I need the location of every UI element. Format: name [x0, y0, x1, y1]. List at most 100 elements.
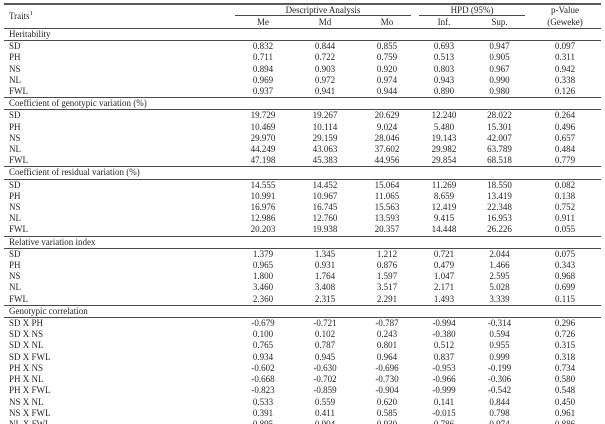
table-row: PH X NL -0.668 -0.702 -0.730 -0.966 -0.306 0.5…	[4, 374, 601, 385]
cell-value: 0.512	[433, 340, 455, 351]
cell-value: 2.044	[489, 248, 510, 259]
cell-value: 2.291	[376, 293, 398, 304]
cell-value: 0.734	[554, 362, 576, 373]
cell-value: 0.102	[314, 329, 336, 340]
cell-value: 0.075	[554, 248, 576, 259]
cell-value: 29.982	[431, 144, 457, 155]
section-title: Coefficient of genotypic variation (%)	[4, 97, 601, 111]
cell-value: 2.171	[433, 282, 455, 293]
cell-value: 3.408	[314, 282, 336, 293]
cell-value: 22.348	[487, 202, 512, 213]
subheader-md: Md	[294, 16, 356, 29]
cell-value: -0.702	[313, 374, 337, 385]
trait-label: SD X NS	[9, 329, 44, 340]
table-row: SD X NL 0.765 0.787 0.801 0.512 0.955 0.315	[4, 340, 601, 351]
cell-value: 0.693	[433, 41, 455, 52]
cell-value: 0.876	[376, 260, 398, 271]
cell-value: 28.046	[374, 132, 400, 143]
trait-label: SD X NL	[9, 340, 44, 351]
cell-value: 0.141	[433, 396, 455, 407]
cell-value: 0.798	[489, 407, 510, 418]
table-row: SD X FWL 0.934 0.945 0.964 0.837 0.999 0.318	[4, 352, 601, 363]
cell-value: 29.970	[250, 132, 276, 143]
cell-value: 0.895	[252, 418, 274, 424]
trait-label: NL	[9, 213, 21, 224]
cell-value: 0.318	[554, 351, 576, 362]
table-row: SD 19.729 19.267 20.629 12.240 28.022 0.264	[4, 110, 601, 122]
cell-value: 19.143	[431, 132, 457, 143]
cell-value: 16.745	[312, 202, 338, 213]
header-row-groups: Traits1 Descriptive Analysis HPD (95%) p…	[4, 4, 601, 29]
trait-label: SD	[9, 110, 21, 121]
cell-value: 0.974	[376, 74, 398, 85]
subheader-me: Me	[232, 16, 294, 29]
header-row-subcolumns: Me Md Mo Inf. Sup. (Geweke)	[4, 16, 601, 29]
table-row: SD 14.555 14.452 15.064 11.269 18.550 0.082	[4, 179, 601, 191]
cell-value: -0.314	[487, 318, 512, 329]
cell-value: 5.028	[489, 282, 510, 293]
cell-value: 19.267	[312, 110, 338, 121]
section-header-row: Coefficient of genotypic variation (%)	[4, 97, 601, 111]
table-row: NS 0.894 0.903 0.920 0.803 0.967 0.942	[4, 64, 601, 75]
table-row: NL 3.460 3.408 3.517 2.171 5.028 0.699	[4, 282, 601, 293]
cell-value: -0.630	[313, 362, 337, 373]
cell-value: 0.620	[376, 396, 398, 407]
cell-value: -0.602	[251, 362, 275, 373]
cell-value: 0.391	[252, 407, 274, 418]
cell-value: 0.787	[314, 340, 336, 351]
trait-label: SD	[9, 179, 21, 190]
cell-value: 2.595	[489, 271, 510, 282]
cell-value: 0.832	[252, 41, 274, 52]
trait-label: PH X NS	[9, 362, 44, 373]
cell-value: 15.563	[374, 202, 400, 213]
trait-label: NS X NL	[9, 396, 44, 407]
trait-label: NL	[9, 74, 21, 85]
trait-label: NS	[9, 271, 21, 282]
cell-value: 13.593	[374, 213, 400, 224]
cell-value: 11.269	[431, 179, 457, 190]
cell-value: -0.199	[487, 362, 512, 373]
table-row: NS X NL 0.533 0.559 0.620 0.141 0.844 0.450	[4, 397, 601, 408]
cell-value: 0.855	[376, 41, 398, 52]
section-title: Heritability	[4, 27, 601, 42]
cell-value: 0.965	[252, 260, 274, 271]
cell-value: 44.249	[250, 144, 276, 155]
cell-value: 12.419	[431, 202, 457, 213]
trait-label: FWL	[9, 293, 28, 304]
table-row: PH 10.991 10.967 11.065 8.659 13.419 0.138	[4, 191, 601, 202]
trait-label: FWL	[9, 155, 28, 166]
cell-value: 0.296	[554, 318, 576, 329]
cell-value: 12.986	[250, 213, 276, 224]
subheader-sup: Sup.	[470, 16, 529, 29]
cell-value: 0.721	[433, 248, 455, 259]
cell-value: 47.198	[250, 155, 276, 166]
cell-value: 0.903	[314, 63, 336, 74]
cell-value: 0.759	[376, 52, 398, 63]
cell-value: 0.990	[489, 74, 510, 85]
cell-value: 0.911	[555, 213, 575, 224]
cell-value: 11.065	[374, 190, 400, 201]
cell-value: -0.306	[487, 374, 512, 385]
cell-value: 0.411	[315, 407, 335, 418]
table-header: Traits1 Descriptive Analysis HPD (95%) p…	[4, 4, 601, 29]
cell-value: 12.240	[431, 110, 457, 121]
cell-value: 0.941	[314, 86, 336, 97]
cell-value: 0.699	[554, 282, 576, 293]
cell-value: 1.597	[376, 271, 398, 282]
cell-value: 29.159	[312, 132, 338, 143]
cell-value: 0.890	[433, 86, 455, 97]
cell-value: 19.729	[250, 110, 276, 121]
cell-value: 0.844	[489, 396, 510, 407]
cell-value: 0.837	[433, 351, 455, 362]
cell-value: 0.886	[554, 418, 576, 424]
cell-value: 0.961	[554, 407, 576, 418]
cell-value: 10.114	[312, 121, 338, 132]
cell-value: 0.752	[554, 202, 576, 213]
table-row: SD 0.832 0.844 0.855 0.693 0.947 0.097	[4, 41, 601, 53]
table-body: Heritability SD 0.832 0.844 0.855 0.693 0.947 0…	[4, 27, 601, 424]
cell-value: 26.226	[487, 224, 512, 235]
section-header-row: Relative variation index	[4, 235, 601, 249]
cell-value: 15.064	[374, 179, 400, 190]
cell-value: 3.460	[252, 282, 274, 293]
cell-value: 0.904	[314, 418, 336, 424]
